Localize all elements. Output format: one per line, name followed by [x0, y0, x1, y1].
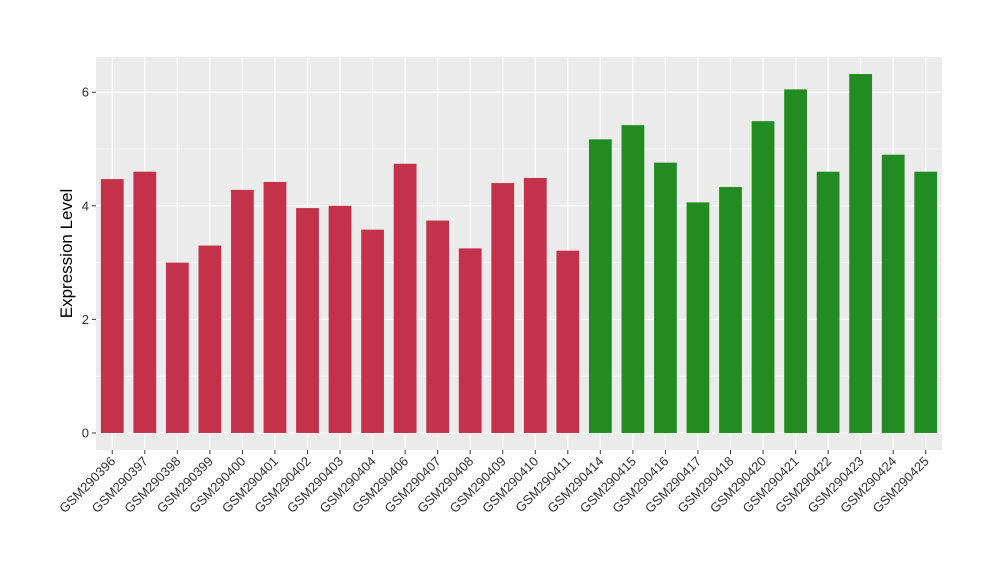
bar-GSM290410 — [523, 177, 547, 433]
bar-GSM290397 — [133, 171, 157, 433]
y-axis: 0 2 4 6 — [82, 85, 96, 440]
bar-GSM290422 — [816, 171, 840, 433]
bar-GSM290401 — [263, 181, 287, 433]
bar-GSM290425 — [914, 171, 938, 433]
bar-GSM290415 — [621, 125, 645, 433]
bar-GSM290407 — [426, 220, 450, 433]
bar-GSM290417 — [686, 202, 710, 433]
plot-panel — [96, 57, 942, 450]
bar-GSM290398 — [165, 262, 189, 433]
bar-GSM290421 — [784, 89, 807, 433]
x-axis: GSM290396GSM290397GSM290398GSM290399GSM2… — [56, 450, 932, 516]
bar-GSM290411 — [556, 250, 580, 433]
bar-GSM290404 — [361, 229, 384, 433]
y-axis-title: Expression Level — [57, 189, 76, 318]
bar-GSM290408 — [458, 248, 482, 433]
bars — [100, 74, 938, 433]
y-tick-label: 6 — [82, 85, 89, 100]
bar-GSM290406 — [393, 163, 417, 433]
bar-GSM290424 — [881, 154, 905, 433]
bar-GSM290420 — [751, 121, 775, 433]
bar-GSM290402 — [296, 208, 319, 433]
y-tick-label: 4 — [82, 198, 89, 213]
bar-GSM290400 — [231, 189, 254, 433]
bar-GSM290409 — [491, 183, 515, 433]
bar-GSM290423 — [849, 74, 873, 433]
bar-GSM290414 — [588, 139, 612, 433]
bar-GSM290399 — [198, 245, 222, 433]
bar-GSM290418 — [719, 187, 742, 433]
bar-GSM290416 — [654, 162, 677, 433]
bar-GSM290396 — [100, 179, 124, 433]
bar-GSM290403 — [328, 205, 352, 433]
y-tick-label: 2 — [82, 312, 89, 327]
y-tick-label: 0 — [82, 425, 89, 440]
